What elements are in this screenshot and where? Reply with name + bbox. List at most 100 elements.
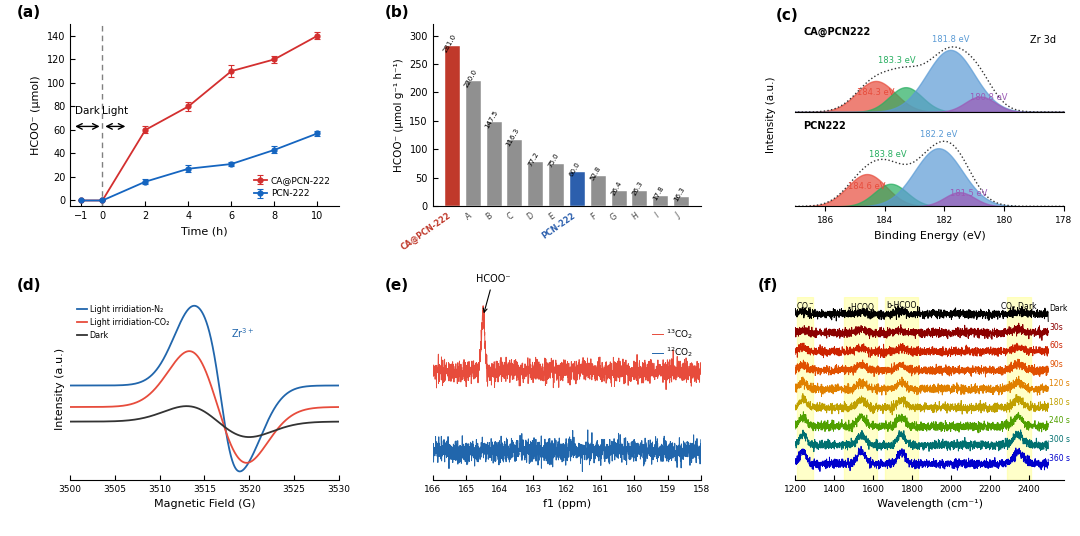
Text: Light: Light	[103, 106, 129, 116]
Text: 120 s: 120 s	[1049, 379, 1070, 388]
Dark	[64, 419, 77, 425]
Text: 281.0: 281.0	[442, 33, 458, 54]
Light irridiation-N₂	[325, 382, 338, 389]
Bar	[653, 196, 669, 206]
$^{13}$CO$_2$	[681, 370, 694, 377]
$^{12}$CO$_2$	[581, 427, 594, 433]
Text: 183.8 eV: 183.8 eV	[869, 150, 906, 159]
Text: 181.8 eV: 181.8 eV	[932, 35, 969, 44]
Bar	[1008, 297, 1030, 480]
Light irridiation-CO₂	[333, 404, 346, 410]
Light irridiation-CO₂	[187, 349, 200, 356]
Light irridiation-N₂	[275, 395, 288, 401]
Dark	[187, 404, 200, 410]
Text: Zr 3d: Zr 3d	[1029, 35, 1056, 44]
$^{12}$CO$_2$	[564, 443, 577, 449]
Bar	[487, 122, 501, 206]
Bar	[508, 140, 523, 206]
Text: PCN222: PCN222	[804, 121, 846, 131]
Text: Intensity (a.u.): Intensity (a.u.)	[767, 77, 777, 153]
Bar	[611, 191, 626, 206]
Text: HCOO⁻: HCOO⁻	[476, 274, 511, 312]
Light irridiation-CO₂	[78, 404, 91, 410]
Text: (d): (d)	[16, 278, 41, 293]
Text: 77.2: 77.2	[527, 151, 540, 168]
Text: (f): (f)	[758, 278, 778, 293]
$^{13}$CO$_2$	[434, 367, 447, 373]
Bar	[885, 297, 918, 480]
Light irridiation-CO₂	[183, 348, 195, 354]
Bar	[674, 197, 689, 206]
Light irridiation-N₂	[78, 382, 91, 389]
Line: Dark: Dark	[70, 406, 339, 437]
Light irridiation-N₂	[187, 303, 200, 309]
Bar	[570, 172, 585, 206]
X-axis label: Binding Energy (eV): Binding Energy (eV)	[874, 230, 985, 241]
Light irridiation-CO₂	[64, 404, 77, 410]
$^{13}$CO$_2$	[427, 373, 440, 379]
Text: 26.3: 26.3	[631, 180, 644, 197]
Text: 300 s: 300 s	[1049, 435, 1070, 444]
Text: 90s: 90s	[1049, 360, 1063, 369]
X-axis label: Magnetic Field (G): Magnetic Field (G)	[153, 499, 255, 509]
Line: $^{13}$CO$_2$: $^{13}$CO$_2$	[433, 306, 701, 390]
Dark	[325, 419, 338, 425]
Dark	[333, 419, 346, 425]
Bar	[591, 176, 606, 206]
$^{13}$CO$_2$	[476, 302, 489, 309]
Bar	[843, 297, 877, 480]
$^{13}$CO$_2$	[660, 386, 673, 393]
Dark	[243, 434, 256, 440]
Text: CO$_2$ Dark: CO$_2$ Dark	[1000, 301, 1038, 314]
Text: 60s: 60s	[1049, 341, 1063, 351]
Bar	[528, 162, 543, 206]
Text: 180 s: 180 s	[1049, 398, 1070, 406]
$^{13}$CO$_2$	[564, 372, 577, 378]
Text: 26.4: 26.4	[610, 180, 623, 197]
X-axis label: f1 (ppm): f1 (ppm)	[543, 499, 591, 509]
$^{12}$CO$_2$	[434, 445, 447, 452]
$^{13}$CO$_2$	[483, 369, 496, 375]
X-axis label: Time (h): Time (h)	[181, 227, 228, 237]
Bar	[633, 191, 647, 206]
Text: Dark: Dark	[1049, 304, 1068, 313]
Light irridiation-N₂	[325, 382, 338, 389]
Line: Light irridiation-CO₂: Light irridiation-CO₂	[70, 351, 339, 463]
$^{12}$CO$_2$	[694, 449, 707, 455]
Legend: CA@PCN-222, PCN-222: CA@PCN-222, PCN-222	[249, 172, 334, 202]
Light irridiation-CO₂	[325, 404, 338, 411]
Text: b-HCOO: b-HCOO	[886, 301, 917, 310]
Text: 182.2 eV: 182.2 eV	[920, 130, 957, 139]
Bar	[465, 81, 481, 206]
Light irridiation-CO₂	[275, 421, 288, 427]
Light irridiation-CO₂	[194, 358, 207, 364]
Text: 220.0: 220.0	[463, 68, 478, 88]
Bar	[549, 163, 564, 206]
Light irridiation-N₂	[233, 468, 246, 475]
$^{12}$CO$_2$	[571, 445, 584, 451]
Text: 184.6 eV: 184.6 eV	[848, 182, 886, 191]
$^{12}$CO$_2$	[434, 449, 447, 455]
Dark	[275, 425, 288, 431]
Legend: $^{13}$CO$_2$, $^{12}$CO$_2$: $^{13}$CO$_2$, $^{12}$CO$_2$	[649, 323, 697, 363]
Bar	[797, 297, 813, 480]
Y-axis label: Intensity (a.u.): Intensity (a.u.)	[55, 347, 65, 430]
Text: Dark: Dark	[75, 106, 99, 116]
Legend: Light irridiation-N₂, Light irridiation-CO₂, Dark: Light irridiation-N₂, Light irridiation-…	[75, 302, 172, 343]
Line: Light irridiation-N₂: Light irridiation-N₂	[70, 306, 339, 472]
Text: (a): (a)	[16, 5, 41, 20]
Text: $\bullet$HCOO: $\bullet$HCOO	[846, 301, 875, 312]
Light irridiation-CO₂	[325, 404, 338, 411]
Text: 52.8: 52.8	[590, 165, 603, 182]
Dark	[325, 419, 338, 425]
Dark	[194, 406, 207, 413]
Text: (e): (e)	[384, 278, 408, 293]
Light irridiation-CO₂	[240, 460, 253, 466]
Text: 184.3 eV: 184.3 eV	[858, 88, 894, 97]
Text: 17.8: 17.8	[651, 185, 664, 202]
Text: 147.5: 147.5	[484, 109, 499, 130]
X-axis label: Wavelength (cm⁻¹): Wavelength (cm⁻¹)	[877, 499, 983, 509]
Text: 30s: 30s	[1049, 323, 1063, 332]
Y-axis label: HCOO⁻ (μmol g⁻¹ h⁻¹): HCOO⁻ (μmol g⁻¹ h⁻¹)	[394, 58, 404, 172]
Text: 75.0: 75.0	[548, 152, 561, 169]
